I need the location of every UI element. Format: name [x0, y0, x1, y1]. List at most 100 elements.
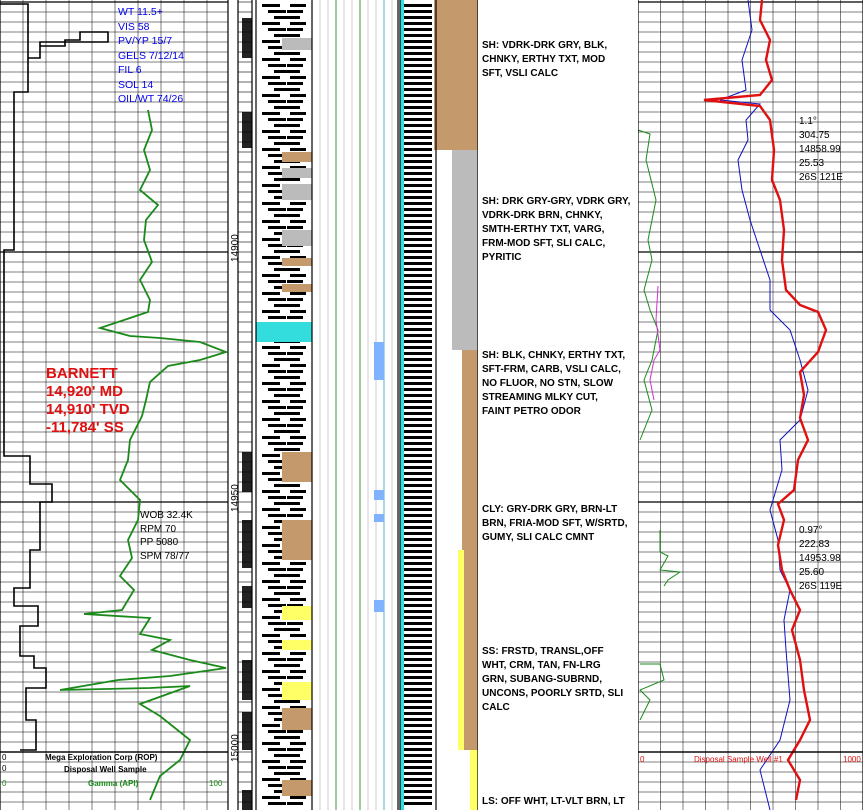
shale-symbol — [290, 256, 306, 259]
shale-symbol — [404, 226, 432, 229]
shale-symbol — [404, 532, 432, 535]
shale-symbol — [290, 202, 306, 205]
depth-bar — [242, 18, 252, 58]
shale-symbol — [287, 298, 303, 301]
shale-symbol — [268, 244, 286, 247]
shale-symbol — [404, 496, 432, 499]
shale-symbol — [284, 664, 300, 667]
shale-symbol — [274, 574, 292, 577]
shale-symbol — [404, 736, 432, 739]
shale-symbol — [404, 10, 432, 13]
shale-symbol — [268, 604, 286, 607]
shale-symbol — [262, 472, 280, 475]
shale-symbol — [284, 574, 300, 577]
shale-symbol — [290, 166, 306, 169]
shale-symbol — [290, 76, 306, 79]
shale-symbol — [404, 214, 432, 217]
shale-symbol — [268, 766, 286, 769]
shale-symbol — [287, 730, 303, 733]
lithology-description-line: SFT, VSLI CALC — [482, 68, 558, 79]
shale-symbol — [404, 124, 432, 127]
shale-symbol — [404, 712, 432, 715]
gas-component-curve — [659, 530, 682, 587]
shale-symbol — [404, 148, 432, 151]
shale-symbol — [268, 370, 286, 373]
shale-symbol — [404, 586, 432, 589]
shale-symbol — [404, 598, 432, 601]
lithology-description-line: SH: BLK, CHNKY, ERTHY TXT, — [482, 350, 625, 361]
shale-symbol — [262, 364, 280, 367]
mud-prop: OIL/WT 74/26 — [118, 93, 183, 105]
shale-symbol — [284, 178, 300, 181]
shale-symbol — [404, 406, 432, 409]
shale-symbol — [404, 154, 432, 157]
shale-symbol — [274, 394, 292, 397]
fluorescence-mark — [374, 600, 384, 612]
mud-prop: PV/YP 15/7 — [118, 35, 172, 47]
gas-component-curve — [639, 663, 665, 721]
shale-symbol — [404, 436, 432, 439]
shale-symbol — [268, 316, 286, 319]
shale-symbol — [268, 532, 286, 535]
depth-bar — [242, 112, 252, 148]
shale-symbol — [404, 700, 432, 703]
shale-symbol — [262, 436, 280, 439]
shale-symbol — [290, 490, 306, 493]
shale-symbol — [262, 454, 280, 457]
formation-ss: -11,784' SS — [46, 419, 124, 436]
shale-symbol — [404, 400, 432, 403]
shale-symbol — [404, 574, 432, 577]
mud-prop: FIL 6 — [118, 64, 142, 76]
shale-symbol — [262, 544, 280, 547]
mud-prop: GELS 7/12/14 — [118, 50, 184, 62]
shale-symbol — [404, 274, 432, 277]
mud-prop: SOL 14 — [118, 79, 153, 91]
gas-track-grid — [637, 0, 863, 810]
shale-symbol — [404, 484, 432, 487]
lithology-description-line: GRN, SUBANG-SUBRND, — [482, 674, 602, 685]
shale-symbol — [262, 616, 280, 619]
mud-properties: WT 11.5+ VIS 58 PV/YP 15/7 GELS 7/12/14 … — [118, 6, 184, 105]
lithology-description-line: SS: FRSTD, TRANSL,OFF — [482, 646, 604, 657]
shale-symbol — [290, 130, 306, 133]
clay-fill — [462, 350, 478, 550]
shale-symbol — [404, 202, 432, 205]
lithology-fill — [282, 640, 312, 650]
mud-prop: WT 11.5+ — [118, 6, 163, 18]
shale-symbol — [404, 568, 432, 571]
shale-symbol — [290, 148, 306, 151]
drill-param: SPM 78/77 — [140, 551, 190, 562]
lithology-description-line: NO FLUOR, NO STN, SLOW — [482, 378, 614, 389]
shale-symbol — [404, 166, 432, 169]
shale-symbol — [274, 592, 292, 595]
shale-symbol — [404, 52, 432, 55]
lithology-description-line: FAINT PETRO ODOR — [482, 406, 582, 417]
shale-symbol — [404, 160, 432, 163]
lithology-description-line: PYRITIC — [482, 252, 521, 263]
survey-line: 14858.99 — [799, 144, 841, 155]
lithology-fill — [282, 520, 312, 560]
clay-fill — [434, 0, 478, 150]
drilling-parameters: WOB 32.4K RPM 70 PP 5080 SPM 78/77 — [140, 510, 193, 562]
lithology-fill — [282, 168, 312, 178]
shale-symbol — [262, 706, 280, 709]
shale-symbol — [262, 742, 280, 745]
survey-line: 26S 121E — [799, 172, 843, 183]
shale-symbol — [290, 652, 306, 655]
shale-symbol — [262, 346, 280, 349]
shale-symbol — [404, 790, 432, 793]
depth-label-15000: 15000 — [230, 734, 241, 762]
shale-symbol — [268, 388, 286, 391]
shale-symbol — [262, 670, 280, 673]
shale-symbol — [404, 424, 432, 427]
shale-symbol — [262, 598, 280, 601]
shale-symbol — [404, 376, 432, 379]
shale-symbol — [262, 112, 280, 115]
shale-symbol — [268, 28, 286, 31]
footer-gas-label: Disposal Sample Well #1 — [694, 755, 783, 764]
shale-symbol — [404, 682, 432, 685]
shale-symbol — [290, 436, 306, 439]
shale-symbol — [284, 106, 300, 109]
shale-symbol — [274, 772, 292, 775]
shale-symbol — [268, 514, 286, 517]
